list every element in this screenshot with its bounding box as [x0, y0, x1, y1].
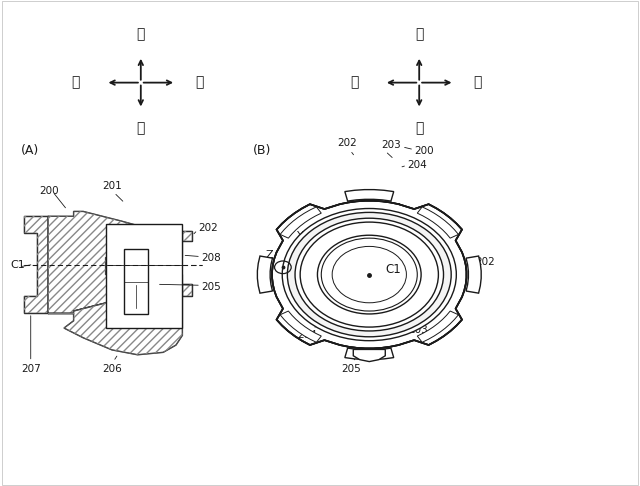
Text: 204: 204 — [408, 160, 428, 170]
Text: (B): (B) — [253, 144, 271, 157]
Circle shape — [321, 238, 417, 311]
Text: 202: 202 — [475, 258, 495, 267]
Text: Y: Y — [297, 231, 303, 241]
Text: Z: Z — [265, 250, 273, 260]
Text: X: X — [302, 291, 310, 300]
Polygon shape — [48, 284, 182, 355]
Circle shape — [295, 218, 444, 331]
Text: 205: 205 — [341, 364, 360, 374]
Text: 上: 上 — [136, 27, 145, 41]
Polygon shape — [48, 211, 182, 313]
Polygon shape — [466, 256, 481, 293]
Text: 208: 208 — [202, 253, 221, 262]
Text: 後: 後 — [72, 76, 80, 89]
Polygon shape — [345, 190, 394, 201]
Text: C1: C1 — [10, 260, 26, 270]
Polygon shape — [417, 311, 458, 342]
Polygon shape — [182, 231, 192, 241]
Text: 下: 下 — [136, 122, 145, 136]
Text: 200: 200 — [415, 146, 435, 156]
Polygon shape — [272, 201, 467, 348]
Text: 200: 200 — [40, 186, 60, 195]
Polygon shape — [353, 349, 385, 362]
Text: 前: 前 — [195, 76, 204, 89]
Text: 201: 201 — [102, 180, 122, 191]
Polygon shape — [345, 348, 394, 360]
Text: 204: 204 — [298, 330, 317, 340]
Polygon shape — [280, 207, 321, 238]
Circle shape — [287, 212, 451, 337]
Text: 206: 206 — [102, 364, 122, 374]
Text: 207: 207 — [21, 364, 40, 374]
Polygon shape — [257, 256, 273, 293]
Text: 205: 205 — [202, 282, 221, 292]
Polygon shape — [182, 284, 192, 296]
Text: (A): (A) — [20, 144, 39, 157]
Text: 下: 下 — [415, 122, 424, 136]
Polygon shape — [24, 216, 48, 313]
Text: 上: 上 — [415, 27, 424, 41]
Bar — [124, 249, 148, 314]
Text: 左: 左 — [350, 76, 358, 89]
Circle shape — [317, 235, 421, 314]
Text: 202: 202 — [198, 224, 218, 233]
Circle shape — [332, 246, 406, 303]
Text: 202: 202 — [338, 138, 357, 148]
Circle shape — [282, 208, 456, 341]
Polygon shape — [280, 311, 321, 342]
Text: 203: 203 — [408, 326, 428, 335]
Text: C1: C1 — [385, 263, 401, 276]
Bar — [106, 224, 182, 328]
Text: 203: 203 — [381, 139, 401, 150]
Circle shape — [300, 222, 438, 327]
Text: 右: 右 — [474, 76, 482, 89]
Polygon shape — [417, 207, 458, 238]
